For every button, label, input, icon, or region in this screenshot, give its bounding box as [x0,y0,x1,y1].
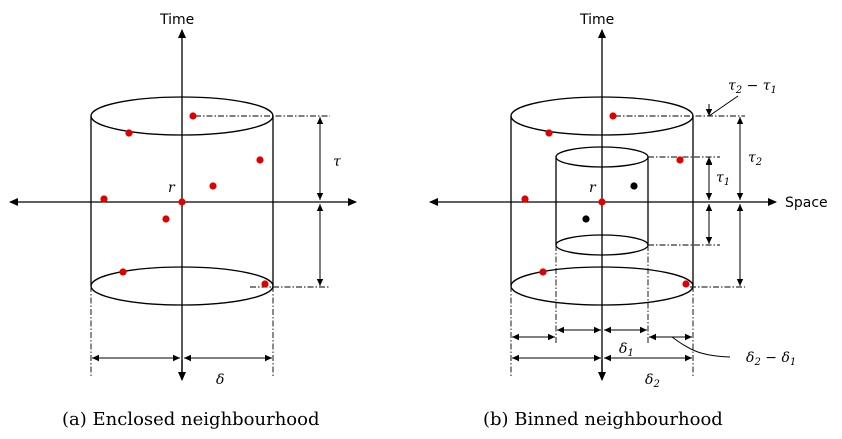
event-point [178,198,186,206]
caption-a: (a) Enclosed neighbourhood [62,409,320,430]
event-point [261,280,269,288]
event-point [125,129,133,137]
event-point [256,156,264,164]
time-axis-label: Time [579,12,614,28]
event-point [119,268,127,276]
tau-label: τ [333,154,341,170]
event-points-a [100,112,269,288]
event-point [209,182,217,190]
event-point [189,112,197,120]
tau2-label: τ2 [748,150,762,168]
delta-label: δ [216,372,224,388]
space-axis-label: Space [785,195,828,211]
origin-label: r [589,180,597,196]
event-point [545,129,553,137]
caption-b: (b) Binned neighbourhood [483,409,723,430]
tau1-label: τ1 [716,170,730,188]
delta-diff-label: δ2 − δ1 [746,350,796,368]
event-points-b [521,112,690,288]
tau-diff-label: τ2 − τ1 [728,78,777,96]
event-point [162,215,170,223]
event-point [630,182,638,190]
inner-event-points-b [582,182,638,223]
event-point [521,195,529,203]
event-point [100,195,108,203]
event-point [609,112,617,120]
delta1-label: δ1 [619,341,634,359]
origin-label: r [168,180,176,196]
delta2-label: δ2 [645,372,660,390]
event-point [676,156,684,164]
tau-diff-leader [708,95,739,117]
event-point [582,215,590,223]
panel-b: Time Space r τ2 − τ1 τ1 τ2 [429,12,828,430]
event-point [682,280,690,288]
event-point [598,198,606,206]
time-axis-label: Time [159,12,194,28]
event-point [539,268,547,276]
delta-diff-leader [671,336,731,358]
panel-a: Time r τ δ (a) Enclosed neighbourhood [9,12,357,430]
